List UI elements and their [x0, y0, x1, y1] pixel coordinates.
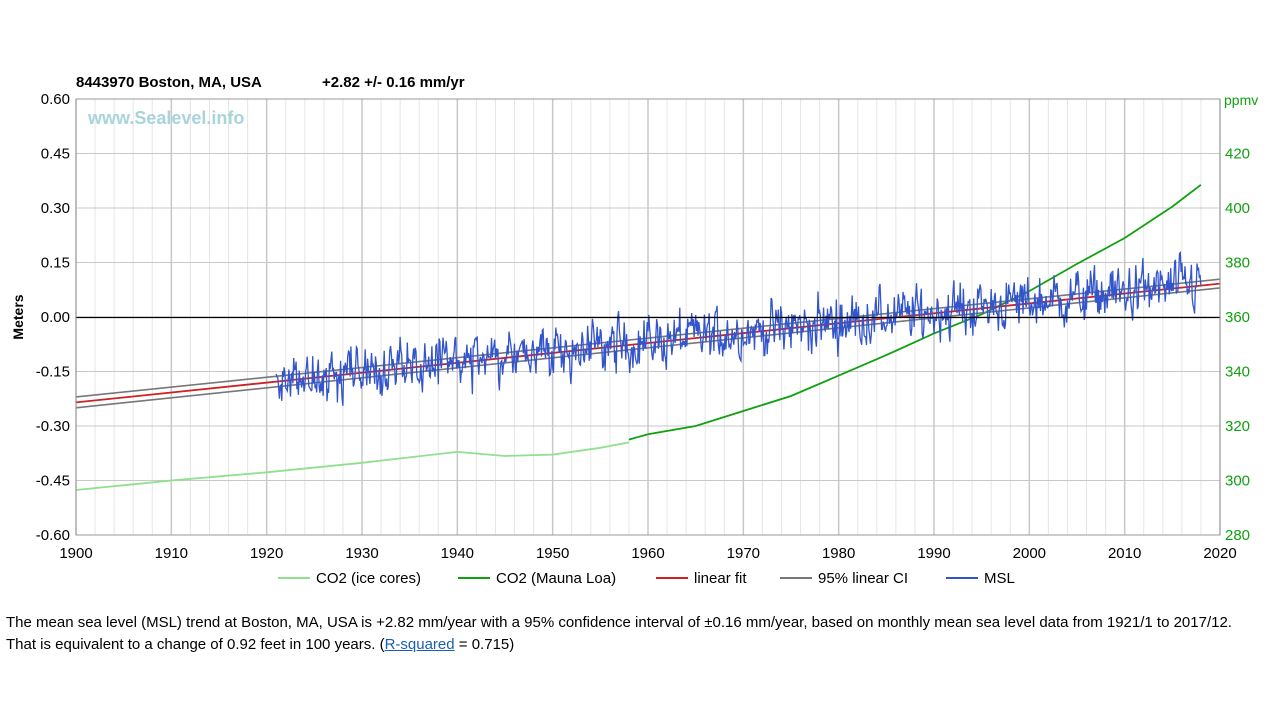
y-tick-label: -0.45 — [36, 473, 70, 490]
legend-label: CO2 (ice cores) — [316, 570, 421, 587]
y-axis-label: Meters — [10, 294, 26, 339]
legend: CO2 (ice cores) CO2 (Mauna Loa) linear fit… — [278, 570, 1015, 587]
y-tick-label: 0.00 — [41, 309, 70, 326]
ci-upper-line — [75, 278, 1221, 398]
y2-tick-label: 280 — [1225, 527, 1250, 544]
x-tick-label: 2000 — [1013, 545, 1046, 562]
y2-axis-label: ppmv — [1224, 92, 1258, 108]
y2-tick-label: 420 — [1225, 146, 1250, 163]
chart-title: 8443970 Boston, MA, USA — [76, 74, 262, 91]
caption-text-end: = 0.715) — [454, 636, 515, 653]
y2-tick-label: 320 — [1225, 418, 1250, 435]
caption-text: The mean sea level (MSL) trend at Boston… — [6, 614, 1232, 653]
legend-label: 95% linear CI — [818, 570, 908, 587]
y-tick-label: 0.60 — [41, 91, 70, 108]
x-tick-label: 2010 — [1108, 545, 1141, 562]
msl-line — [275, 250, 1202, 406]
legend-label: MSL — [984, 570, 1015, 587]
plot-frame — [75, 98, 1221, 536]
x-tick-label: 1980 — [822, 545, 855, 562]
x-tick-label: 1960 — [631, 545, 664, 562]
r-squared-link[interactable]: R-squared — [384, 636, 455, 653]
caption: The mean sea level (MSL) trend at Boston… — [6, 612, 1256, 656]
y2-tick-label: 400 — [1225, 200, 1250, 217]
x-axis-ticks: 1900 1910 1920 1930 1940 1950 1960 1970 1980 1990… — [59, 545, 1236, 562]
y-tick-label: -0.30 — [36, 418, 70, 435]
trend-label: +2.82 +/- 0.16 mm/yr — [322, 74, 465, 91]
y-tick-label: 0.30 — [41, 200, 70, 217]
legend-label: linear fit — [694, 570, 747, 587]
y-tick-label: -0.60 — [36, 527, 70, 544]
x-tick-label: 1920 — [250, 545, 283, 562]
x-tick-label: 2020 — [1203, 545, 1236, 562]
y-tick-label: -0.15 — [36, 364, 70, 381]
series-layer — [75, 184, 1221, 491]
legend-label: CO2 (Mauna Loa) — [496, 570, 616, 587]
y2-tick-label: 360 — [1225, 309, 1250, 326]
y-tick-label: 0.45 — [41, 146, 70, 163]
co2-mauna-loa-line — [628, 184, 1202, 441]
watermark: www.Sealevel.info — [87, 108, 244, 128]
x-tick-label: 1910 — [155, 545, 188, 562]
co2-ice-cores-line — [75, 441, 630, 491]
x-tick-label: 1950 — [536, 545, 569, 562]
y2-tick-label: 300 — [1225, 473, 1250, 490]
y2-axis-ticks: 420 400 380 360 340 320 300 280 — [1225, 146, 1250, 545]
y2-tick-label: 380 — [1225, 255, 1250, 272]
x-tick-label: 1900 — [59, 545, 92, 562]
y-tick-label: 0.15 — [41, 255, 70, 272]
x-tick-label: 1940 — [441, 545, 474, 562]
x-tick-label: 1990 — [917, 545, 950, 562]
y2-tick-label: 340 — [1225, 364, 1250, 381]
x-tick-label: 1970 — [727, 545, 760, 562]
sea-level-chart: 8443970 Boston, MA, USA +2.82 +/- 0.16 m… — [10, 74, 1258, 587]
y-axis-ticks: 0.60 0.45 0.30 0.15 0.00 -0.15 -0.30 -0.45 -0.60 — [36, 91, 70, 544]
x-tick-label: 1930 — [345, 545, 378, 562]
